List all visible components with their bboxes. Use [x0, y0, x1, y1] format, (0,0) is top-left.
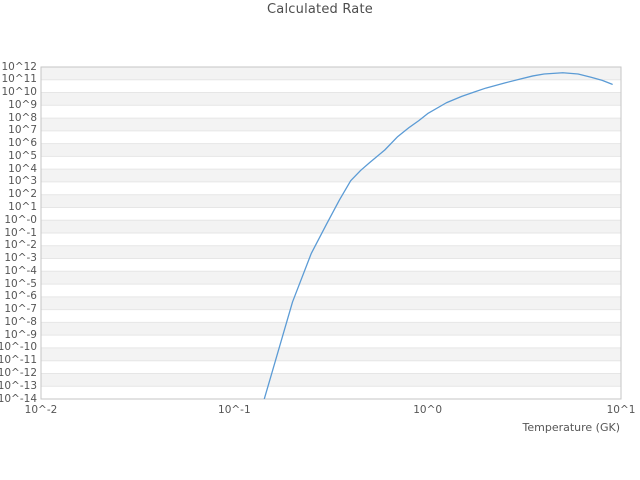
y-tick-label: 10^12	[1, 60, 37, 73]
horizontal-gridlines	[41, 66, 621, 400]
y-tick-label: 10^-11	[0, 354, 37, 367]
x-tick-label: 10^-2	[24, 404, 58, 416]
rate-curve	[263, 72, 613, 399]
y-tick-label: 10^-9	[4, 328, 37, 341]
y-tick-label: 10^-10	[0, 341, 37, 354]
x-tick-label: 10^1	[606, 404, 636, 416]
y-tick-label: 10^7	[8, 124, 37, 137]
y-tick-label: 10^-7	[4, 303, 37, 316]
y-tick-label: 10^-1	[4, 226, 37, 239]
y-tick-label: 10^1	[8, 200, 37, 213]
y-tick-label: 10^6	[8, 137, 37, 150]
plot-border	[40, 66, 622, 400]
y-tick-label: 10^-6	[4, 290, 37, 303]
y-tick-label: 10^-13	[0, 379, 37, 392]
y-tick-label: 10^3	[8, 175, 37, 188]
x-axis-title: Temperature (GK)	[522, 421, 621, 434]
y-tick-label: 10^11	[1, 73, 37, 86]
y-tick-label: 10^5	[8, 149, 37, 162]
y-tick-label: 10^-2	[4, 239, 37, 252]
y-tick-label: 10^-3	[4, 252, 37, 265]
y-tick-label: 10^-0	[4, 213, 37, 226]
chart-title: Calculated Rate	[267, 2, 373, 17]
y-tick-label: 10^10	[1, 86, 37, 99]
x-tick-label: 10^0	[413, 404, 443, 416]
y-tick-label: 10^-8	[4, 315, 37, 328]
y-tick-label: 10^9	[8, 98, 37, 111]
y-tick-label: 10^-4	[4, 264, 37, 277]
y-tick-label: 10^-14	[0, 392, 37, 405]
y-tick-label: 10^2	[8, 188, 37, 201]
x-tick-label: 10^-1	[218, 404, 251, 416]
y-tick-label: 10^-12	[0, 366, 37, 379]
y-tick-label: 10^4	[8, 162, 37, 175]
decade-bands	[41, 67, 621, 399]
y-tick-label: 10^8	[8, 111, 37, 124]
y-tick-label: 10^-5	[4, 277, 37, 290]
